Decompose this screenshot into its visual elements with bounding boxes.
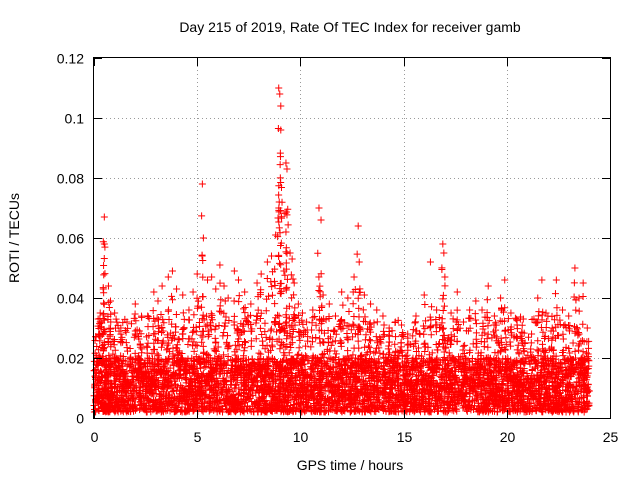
data-point	[144, 339, 152, 347]
data-point	[350, 321, 358, 329]
data-point	[385, 338, 393, 346]
data-point	[402, 353, 410, 361]
data-point	[115, 327, 123, 335]
data-point	[367, 337, 375, 345]
data-point	[175, 336, 183, 344]
data-point	[205, 330, 213, 338]
data-point	[410, 342, 418, 350]
data-point	[172, 344, 180, 352]
data-point	[322, 361, 330, 369]
data-point	[428, 349, 436, 357]
data-point	[228, 361, 236, 369]
data-point	[311, 313, 319, 321]
data-points	[90, 84, 593, 416]
data-point	[572, 354, 580, 362]
data-point	[261, 319, 269, 327]
data-point	[144, 313, 152, 321]
data-point	[440, 408, 448, 416]
data-point	[370, 349, 378, 357]
data-point	[267, 327, 275, 335]
chart-title: Day 215 of 2019, Rate Of TEC Index for r…	[179, 19, 521, 35]
data-point	[380, 331, 388, 339]
data-point	[533, 346, 541, 354]
data-point	[569, 339, 577, 347]
data-point	[571, 347, 579, 355]
data-point	[132, 382, 140, 390]
data-point	[160, 319, 168, 327]
data-point	[180, 325, 188, 333]
data-point	[113, 318, 121, 326]
data-point	[202, 322, 210, 330]
data-point	[198, 338, 206, 346]
data-point	[312, 333, 320, 341]
data-point	[296, 336, 304, 344]
data-point	[295, 344, 303, 352]
data-point	[159, 315, 167, 323]
data-point	[258, 337, 266, 345]
data-point	[376, 349, 384, 357]
data-point	[336, 317, 344, 325]
data-point	[164, 345, 172, 353]
data-point	[449, 325, 457, 333]
data-point	[222, 313, 230, 321]
data-point	[255, 349, 263, 357]
data-point	[549, 327, 557, 335]
data-point	[445, 349, 453, 357]
data-point	[221, 377, 229, 385]
data-point	[450, 332, 458, 340]
data-point	[427, 331, 435, 339]
data-point	[169, 387, 177, 395]
data-point	[373, 318, 381, 326]
data-point	[307, 343, 315, 351]
data-point	[411, 319, 419, 327]
data-point	[421, 339, 429, 347]
data-point	[493, 373, 501, 381]
data-point	[94, 362, 102, 370]
data-point	[504, 315, 512, 323]
